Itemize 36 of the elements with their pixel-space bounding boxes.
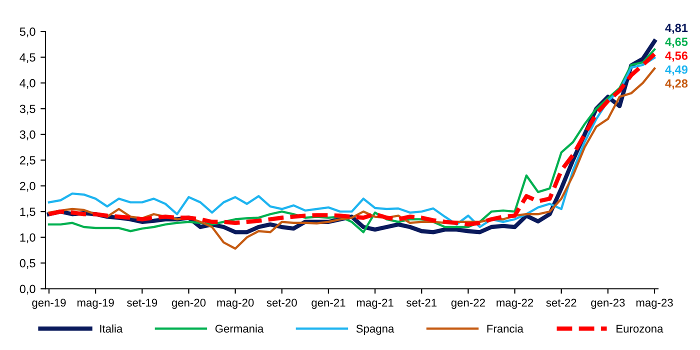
y-tick-label: 0,5 [20,259,36,269]
y-tick-label: 3,5 [20,104,36,114]
x-tick-label: set-20 [266,298,297,307]
legend-label: Italia [100,324,123,333]
x-tick-label: mag-22 [496,298,534,309]
data-label: 4,28 [665,79,688,90]
legend-label: Spagna [356,324,394,335]
x-tick-label: mag-20 [217,298,254,309]
x-tick-label: set-22 [546,298,576,307]
data-label: 4,65 [665,38,688,48]
x-tick-label: gen-19 [32,298,66,309]
x-tick-label: gen-23 [591,298,625,309]
y-tick-label: 1,5 [20,208,36,218]
y-tick-label: 3,0 [20,130,36,140]
legend-label: Eurozona [616,324,664,333]
legend-label: Francia [487,324,524,333]
y-tick-label: 2,5 [20,156,36,166]
y-tick-label: 5,0 [20,28,36,38]
data-label: 4,81 [665,24,688,34]
line-series [48,67,656,250]
data-label: 4,56 [665,52,688,62]
x-tick-label: mag-23 [636,298,673,309]
y-tick-label: 4,5 [20,53,36,64]
x-tick-label: mag-19 [77,298,114,309]
data-label: 4,49 [665,65,688,76]
legend-label: Germania [215,324,264,333]
x-tick-label: set-19 [127,298,158,307]
x-tick-label: gen-22 [451,298,485,309]
x-tick-label: gen-20 [172,298,206,309]
y-tick-label: 0,0 [20,284,36,295]
x-tick-label: mag-21 [356,298,394,309]
x-tick-label: set-21 [406,298,437,307]
x-tick-label: gen-21 [312,298,346,309]
y-tick-label: 2,0 [20,182,36,192]
y-tick-label: 1,0 [20,233,36,244]
y-tick-label: 4,0 [20,78,36,89]
